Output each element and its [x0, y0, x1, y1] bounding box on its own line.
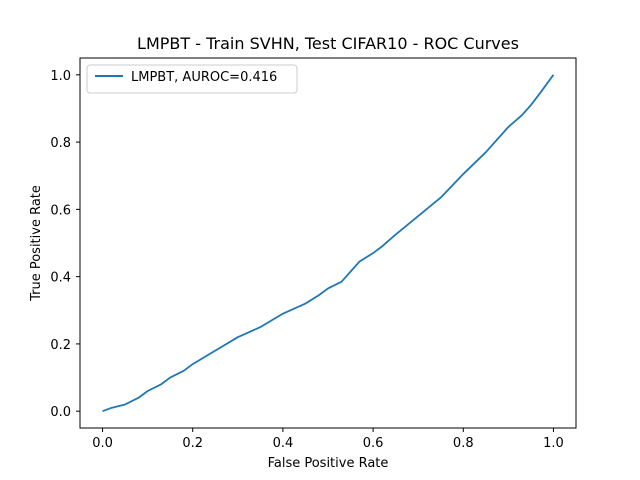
- y-tick-label: 0.4: [50, 271, 71, 286]
- y-tick-label: 1.0: [50, 69, 71, 84]
- x-tick-label: 0.6: [363, 436, 384, 451]
- x-tick-label: 0.8: [453, 436, 474, 451]
- plot-area: [79, 57, 577, 429]
- y-axis-ticks: 0.0 0.2 0.4 0.6 0.8 1.0: [50, 69, 80, 420]
- y-axis-label: True Positive Rate: [29, 185, 44, 302]
- series-layer: [102, 74, 555, 413]
- x-tick-label: 1.0: [543, 436, 564, 451]
- y-tick-label: 0.8: [50, 136, 71, 151]
- y-tick-label: 0.0: [50, 405, 71, 420]
- x-axis-label: False Positive Rate: [268, 456, 389, 471]
- x-axis-ticks: 0.0 0.2 0.4 0.6 0.8 1.0: [92, 428, 564, 451]
- legend-label: LMPBT, AUROC=0.416: [131, 70, 277, 85]
- y-tick-label: 0.6: [50, 203, 71, 218]
- x-tick-label: 0.2: [182, 436, 203, 451]
- x-tick-label: 0.4: [273, 436, 294, 451]
- y-tick-label: 0.2: [50, 338, 71, 353]
- legend: LMPBT, AUROC=0.416: [86, 64, 298, 94]
- legend-box: [86, 64, 298, 94]
- chart-title: LMPBT - Train SVHN, Test CIFAR10 - ROC C…: [137, 34, 519, 53]
- roc-curve-series-0: [102, 74, 555, 413]
- x-tick-label: 0.0: [92, 436, 113, 451]
